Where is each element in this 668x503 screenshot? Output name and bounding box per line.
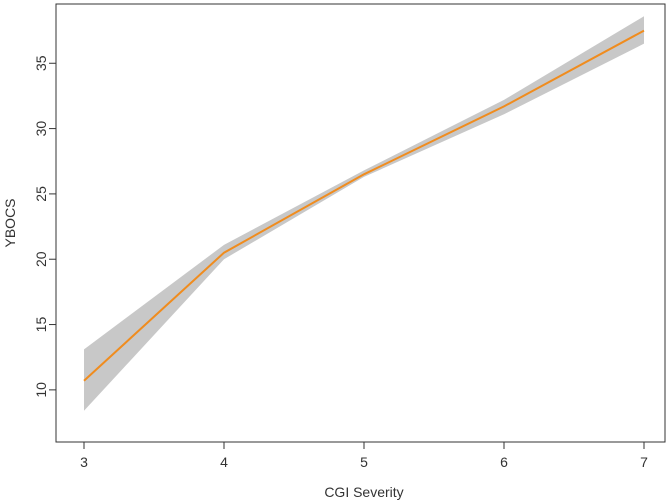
y-tick-label: 35 <box>33 55 49 71</box>
y-tick-label: 15 <box>33 317 49 333</box>
plot-frame <box>55 3 666 443</box>
y-tick-label: 20 <box>33 251 49 267</box>
confidence-band <box>84 16 644 411</box>
y-axis: 10 15 20 25 30 35 <box>33 55 56 398</box>
x-tick-label: 4 <box>220 454 228 470</box>
x-axis-title: CGI Severity <box>324 484 403 500</box>
confidence-band-layer <box>84 16 644 411</box>
y-tick-label: 30 <box>33 121 49 137</box>
series-line-layer <box>83 29 645 382</box>
y-axis-title: YBOCS <box>2 198 18 247</box>
x-tick-label: 3 <box>80 454 88 470</box>
x-tick-label: 7 <box>640 454 648 470</box>
y-tick-label: 25 <box>33 186 49 202</box>
x-tick-label: 6 <box>500 454 508 470</box>
x-tick-label: 5 <box>360 454 368 470</box>
y-tick-label: 10 <box>33 382 49 398</box>
x-axis: 3 4 5 6 7 <box>80 442 648 470</box>
series-line <box>83 29 645 382</box>
